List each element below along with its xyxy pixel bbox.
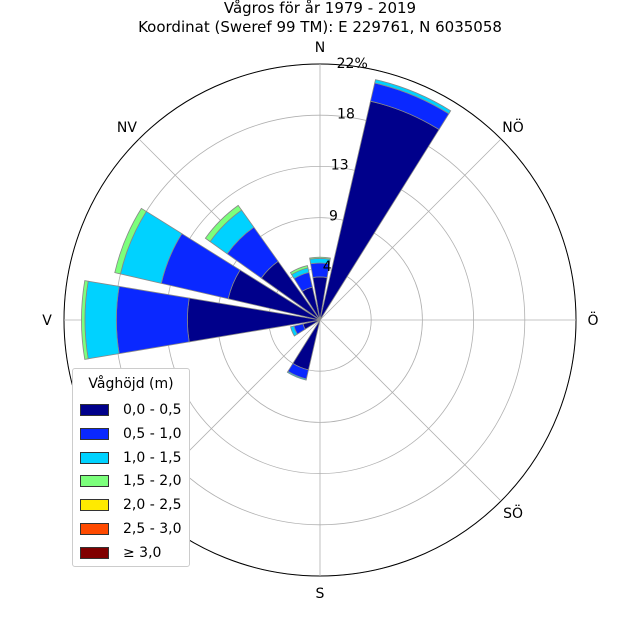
rose-bar: [84, 280, 120, 360]
rose-bar: [309, 256, 331, 260]
legend-label: 0,5 - 1,0: [123, 425, 182, 442]
legend-swatch: [80, 475, 109, 488]
direction-label: N: [315, 40, 325, 56]
legend-label: 2,0 - 2,5: [123, 497, 182, 514]
legend-swatch: [80, 451, 109, 464]
legend-label: 2,5 - 3,0: [123, 521, 182, 537]
rose-bar: [81, 280, 89, 360]
rose-bar: [204, 204, 243, 243]
rose-bar: [286, 370, 307, 381]
legend-label: ≥ 3,0: [123, 544, 162, 561]
chart-title: Vågros för år 1979 - 2019: [223, 0, 417, 17]
rose-bar: [114, 207, 147, 275]
legend-label: 1,5 - 2,0: [123, 473, 182, 490]
rose-bar: [290, 325, 298, 337]
grid-spoke: [319, 138, 502, 321]
grid-spoke: [319, 319, 502, 502]
direction-label: S: [316, 586, 325, 602]
legend-label: 0,0 - 0,5: [123, 402, 182, 418]
legend-swatch: [80, 427, 109, 440]
radial-tick-label: 22%: [337, 56, 368, 72]
direction-label: Ö: [587, 311, 598, 329]
direction-label: NÖ: [502, 118, 524, 136]
direction-label: SÖ: [503, 504, 523, 522]
chart-subtitle: Koordinat (Sweref 99 TM): E 229761, N 60…: [138, 18, 502, 36]
legend-swatch: [80, 499, 109, 512]
radial-tick-label: 9: [329, 208, 338, 224]
legend-swatch: [80, 404, 109, 416]
radial-tick-label: 4: [323, 259, 332, 275]
legend-swatch: [80, 523, 109, 535]
legend-title: Våghöjd (m): [88, 376, 174, 392]
radial-tick-label: 13: [331, 158, 349, 174]
radial-tick-label: 18: [337, 107, 355, 123]
rose-bar: [289, 265, 309, 276]
direction-label: NV: [117, 120, 137, 136]
rose-bar: [374, 79, 452, 115]
direction-label: V: [42, 313, 52, 329]
rose-bar: [115, 285, 190, 355]
legend-label: 1,0 - 1,5: [123, 449, 182, 466]
legend: Våghöjd (m) 0,0 - 0,5 0,5 - 1,0 1,0 - 1,5 1…: [72, 368, 190, 567]
legend-swatch: [80, 546, 109, 559]
